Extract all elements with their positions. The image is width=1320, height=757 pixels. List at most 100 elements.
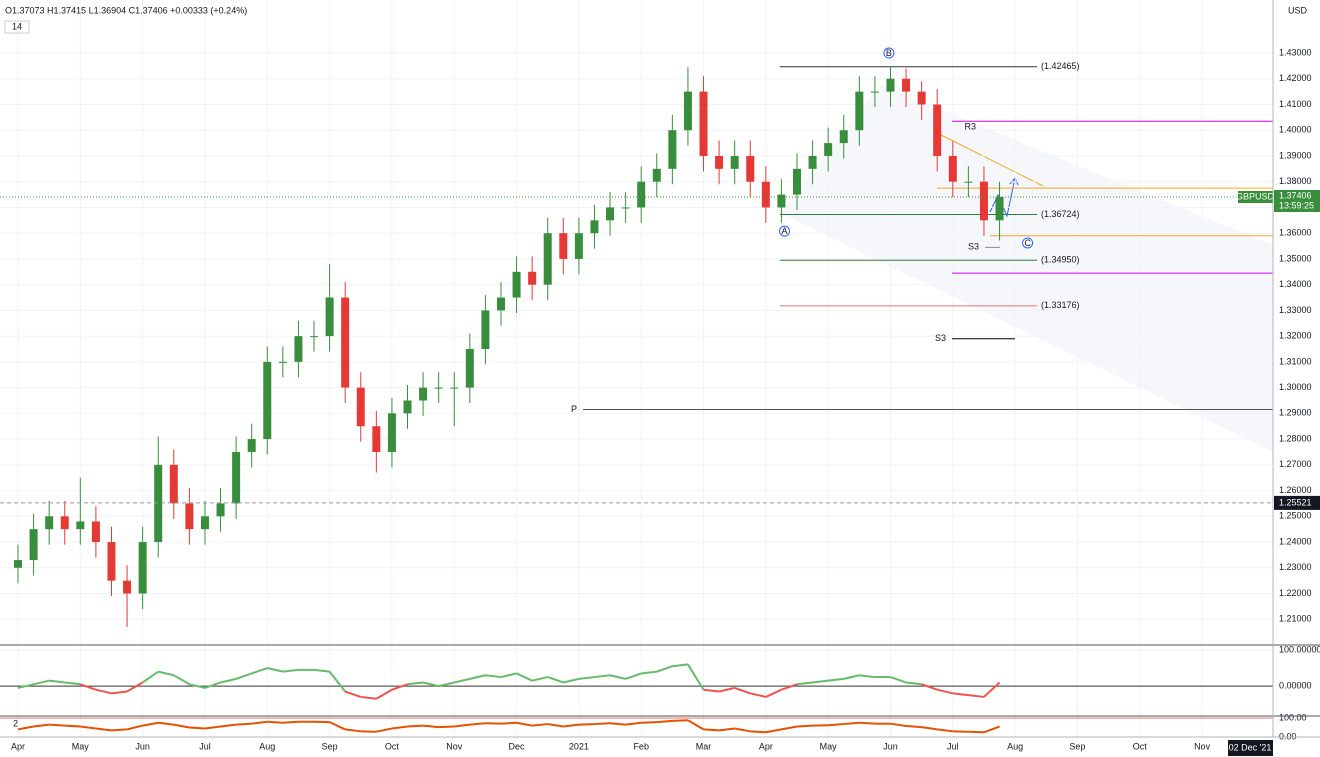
candle-body — [793, 168, 801, 195]
indicator-segment — [469, 722, 486, 726]
indicator-segment — [609, 674, 626, 680]
indicator-segment — [547, 676, 564, 684]
indicator-segment — [859, 674, 876, 679]
indicator-segment — [937, 728, 953, 733]
candle-body — [948, 155, 957, 182]
y-tick-label: 1.23000 — [1279, 562, 1312, 572]
candle-body — [232, 451, 241, 504]
candle-body — [855, 91, 864, 131]
indicator-segment — [563, 677, 580, 684]
marker-price: 1.25521 — [1279, 497, 1312, 507]
currency[interactable]: USD — [1288, 5, 1308, 15]
crosshair-date: 02 Dec '21 — [1229, 742, 1272, 752]
candle-body — [886, 78, 895, 92]
indicator-segment — [687, 663, 705, 691]
candle-body — [870, 91, 879, 93]
marker-price-box — [1274, 495, 1320, 510]
y-tick-label: 1.40000 — [1279, 125, 1312, 135]
level-label: (1.36724) — [1041, 209, 1080, 219]
indicator-segment — [375, 688, 393, 700]
level-name: S3 — [968, 242, 979, 252]
indicator-segment — [189, 726, 206, 730]
candle-body — [294, 336, 303, 362]
x-tick-label: Oct — [385, 741, 400, 751]
candle-body — [496, 297, 505, 311]
candle-body — [356, 387, 365, 427]
x-tick-label: Mar — [696, 741, 712, 751]
indicator-segment — [905, 681, 922, 686]
candle-body — [637, 181, 646, 208]
indicator-segment — [843, 674, 860, 680]
y-tick-label: 100.00 — [1279, 712, 1307, 722]
indicator-count: 14 — [12, 21, 22, 31]
indicator-segment — [500, 672, 517, 679]
y-tick-label: 1.39000 — [1279, 150, 1312, 160]
candle-body — [512, 271, 521, 298]
x-tick-label: Jun — [135, 741, 150, 751]
level-name: P — [571, 404, 577, 414]
indicator-segment — [454, 723, 470, 728]
indicator-segment — [718, 727, 735, 732]
level-label: (1.34950) — [1041, 255, 1080, 265]
indicator-segment — [703, 728, 720, 732]
x-tick-label: 2021 — [569, 741, 589, 751]
y-tick-label: 0.00 — [1279, 731, 1297, 741]
candle-body — [387, 413, 396, 452]
candle-body — [372, 426, 381, 452]
indicator-segment — [17, 725, 34, 731]
wave-marker — [779, 225, 791, 237]
indicator-segment — [95, 727, 112, 732]
y-tick-label: 0.00000 — [1279, 680, 1312, 690]
indicator-segment — [267, 667, 284, 673]
candle-body — [29, 529, 38, 561]
indicator-segment — [672, 663, 689, 668]
indicator-segment — [251, 720, 268, 725]
indicator-segment — [781, 683, 798, 691]
indicator-segment — [17, 683, 34, 689]
candle-body — [216, 503, 225, 517]
indicator-segment — [33, 679, 50, 686]
candle-body — [434, 387, 443, 389]
indicator-segment — [79, 683, 97, 691]
indicator-segment — [454, 677, 471, 684]
y-tick-label: 1.33000 — [1279, 305, 1312, 315]
level-name: R3 — [964, 122, 976, 132]
candle-body — [917, 91, 926, 105]
candle-body — [154, 464, 163, 543]
indicator-segment — [313, 668, 330, 673]
candle-body — [169, 464, 178, 504]
indicator-segment — [531, 676, 548, 682]
trend-line — [936, 132, 1044, 187]
candle-body — [76, 521, 85, 530]
wave-marker — [883, 47, 895, 59]
indicator-toggle[interactable] — [4, 20, 30, 34]
candle-body — [995, 196, 1004, 221]
x-tick-label: Sep — [1069, 741, 1085, 751]
candle-body — [60, 516, 69, 530]
indicator-segment — [625, 672, 642, 680]
candle-body — [185, 503, 194, 530]
candle-body — [606, 207, 615, 221]
indicator-segment — [282, 668, 299, 673]
candle-body — [403, 400, 412, 414]
crosshair-date-box — [1228, 740, 1273, 756]
candle-body — [543, 233, 552, 285]
indicator-segment — [718, 686, 735, 693]
x-tick-label: Aug — [1007, 741, 1023, 751]
indicator-segment — [485, 674, 502, 679]
y-tick-label: 100.00000 — [1279, 644, 1320, 654]
indicator-segment — [49, 723, 65, 727]
indicator-segment — [796, 681, 813, 686]
indicator-segment — [656, 719, 673, 724]
indicator-segment — [64, 724, 81, 728]
indicator-segment — [126, 681, 144, 693]
indicator-segment — [516, 721, 533, 727]
indicator-segment — [111, 690, 128, 695]
candle-body — [123, 580, 132, 594]
indicator-segment — [204, 725, 221, 730]
indicator-segment — [173, 674, 190, 686]
candle-body — [14, 560, 22, 568]
indicator-segment — [578, 723, 595, 726]
x-tick-label: Nov — [1194, 741, 1211, 751]
